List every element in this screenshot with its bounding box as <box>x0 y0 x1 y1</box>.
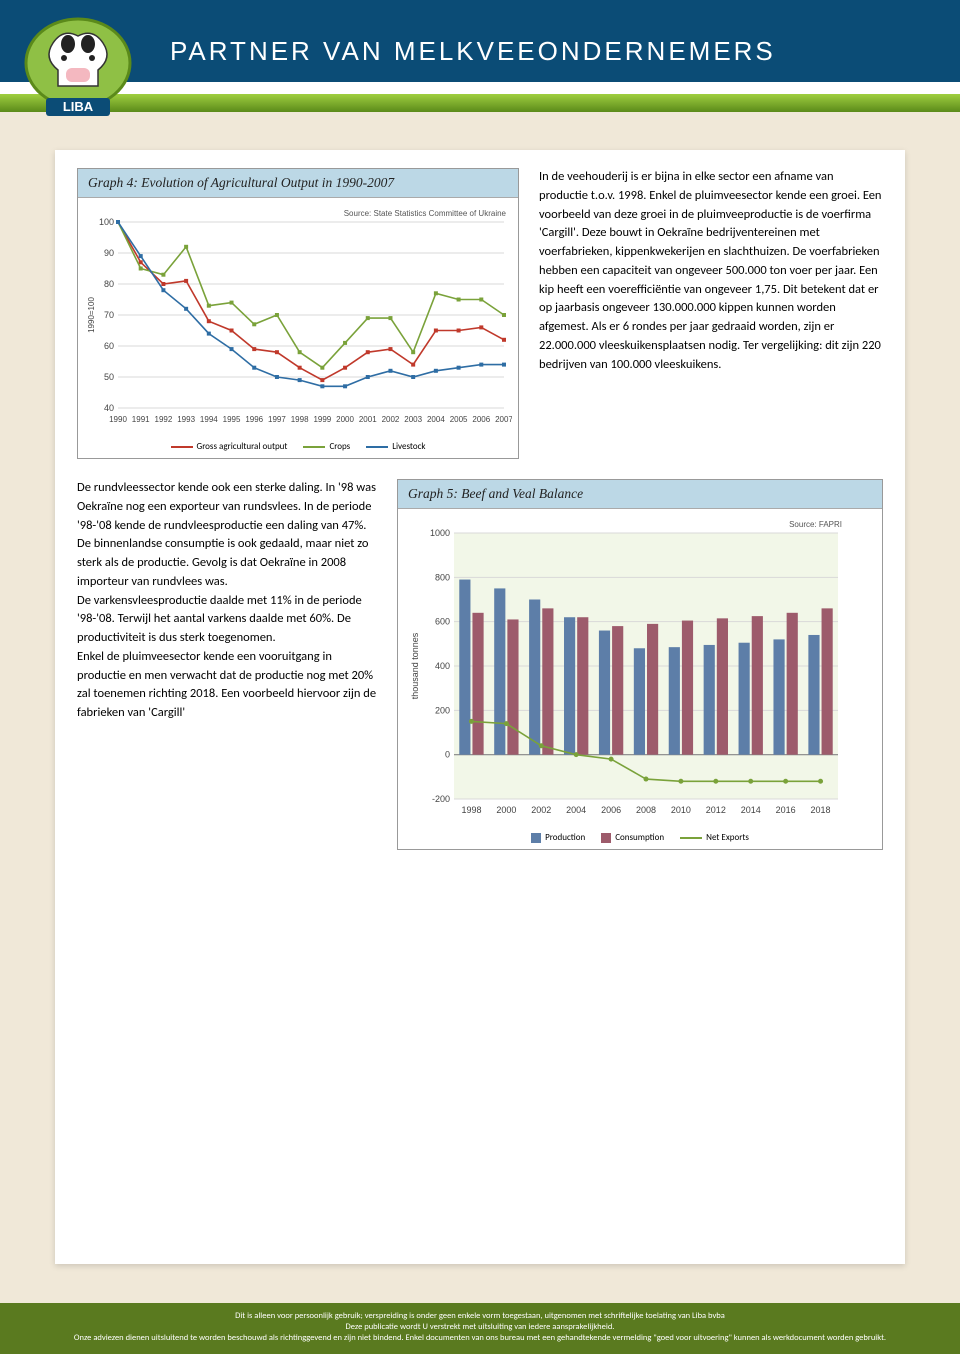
chart-5-legend: ProductionConsumptionNet Exports <box>404 830 876 847</box>
logo-text: LIBA <box>63 99 94 114</box>
svg-text:1997: 1997 <box>268 415 286 424</box>
svg-text:Source: State Statistics Commi: Source: State Statistics Committee of Uk… <box>344 209 507 218</box>
svg-text:80: 80 <box>104 279 114 289</box>
svg-text:1993: 1993 <box>177 415 195 424</box>
page-body: Graph 4: Evolution of Agricultural Outpu… <box>55 150 905 1264</box>
header-title: PARTNER VAN MELKVEEONDERNEMERS <box>170 36 776 67</box>
svg-text:800: 800 <box>435 572 450 582</box>
svg-text:2007: 2007 <box>495 415 512 424</box>
svg-text:2006: 2006 <box>601 805 621 815</box>
svg-text:1000: 1000 <box>430 528 450 538</box>
footer-line-3: Onze adviezen dienen uitsluitend te word… <box>40 1333 920 1344</box>
svg-text:1995: 1995 <box>223 415 241 424</box>
page-footer: Dit is alleen voor persoonlijk gebruik; … <box>0 1303 960 1354</box>
chart-5-svg: -200 0 200 400 600 800 1000 thousand tonnes Sour… <box>404 515 848 825</box>
chart-4-container: Graph 4: Evolution of Agricultural Outpu… <box>77 168 519 459</box>
header-green-band <box>0 94 960 112</box>
liba-logo: LIBA <box>18 8 138 128</box>
chart-4-svg: 40 50 60 70 80 90 100 1990 1991 1992 1993 1994 1995 1… <box>84 204 512 434</box>
svg-text:60: 60 <box>104 341 114 351</box>
svg-text:1994: 1994 <box>200 415 218 424</box>
svg-text:400: 400 <box>435 661 450 671</box>
header-white-band <box>0 82 960 94</box>
svg-text:1990=100: 1990=100 <box>87 297 96 333</box>
svg-text:1996: 1996 <box>245 415 263 424</box>
svg-text:50: 50 <box>104 372 114 382</box>
footer-line-2: Deze publicatie wordt U verstrekt met ui… <box>40 1322 920 1333</box>
svg-text:thousand tonnes: thousand tonnes <box>410 632 420 699</box>
chart-4-legend: Gross agricultural outputCropsLivestock <box>84 439 512 456</box>
chart-5-title: Graph 5: Beef and Veal Balance <box>408 486 872 502</box>
body-text-left: De rundvleessector kende ook een sterke … <box>77 479 377 850</box>
svg-text:100: 100 <box>99 217 114 227</box>
page-header: LIBA PARTNER VAN MELKVEEONDERNEMERS <box>0 0 960 130</box>
svg-text:200: 200 <box>435 705 450 715</box>
chart-4-title: Graph 4: Evolution of Agricultural Outpu… <box>88 175 508 191</box>
svg-text:1999: 1999 <box>313 415 331 424</box>
svg-text:1992: 1992 <box>155 415 173 424</box>
svg-text:90: 90 <box>104 248 114 258</box>
svg-text:2003: 2003 <box>404 415 422 424</box>
svg-text:2018: 2018 <box>811 805 831 815</box>
body-text-right: In de veehouderij is er bijna in elke se… <box>539 168 883 459</box>
chart-5-container: Graph 5: Beef and Veal Balance -20002004… <box>397 479 883 850</box>
svg-text:-200: -200 <box>432 794 450 804</box>
svg-text:0: 0 <box>445 750 450 760</box>
svg-text:1998: 1998 <box>291 415 309 424</box>
svg-text:2002: 2002 <box>382 415 400 424</box>
footer-line-1: Dit is alleen voor persoonlijk gebruik; … <box>40 1311 920 1322</box>
svg-text:2000: 2000 <box>336 415 354 424</box>
svg-text:2006: 2006 <box>472 415 490 424</box>
svg-text:2008: 2008 <box>636 805 656 815</box>
svg-text:2000: 2000 <box>496 805 516 815</box>
svg-text:1990: 1990 <box>109 415 127 424</box>
svg-text:1998: 1998 <box>461 805 481 815</box>
svg-text:Source: FAPRI: Source: FAPRI <box>789 520 842 529</box>
svg-text:2010: 2010 <box>671 805 691 815</box>
svg-text:1991: 1991 <box>132 415 150 424</box>
svg-text:600: 600 <box>435 617 450 627</box>
svg-text:2004: 2004 <box>566 805 586 815</box>
svg-text:2002: 2002 <box>531 805 551 815</box>
svg-text:2001: 2001 <box>359 415 377 424</box>
svg-text:2016: 2016 <box>776 805 796 815</box>
svg-text:2005: 2005 <box>450 415 468 424</box>
svg-text:2004: 2004 <box>427 415 445 424</box>
svg-text:70: 70 <box>104 310 114 320</box>
svg-text:40: 40 <box>104 403 114 413</box>
svg-text:2012: 2012 <box>706 805 726 815</box>
svg-text:2014: 2014 <box>741 805 761 815</box>
